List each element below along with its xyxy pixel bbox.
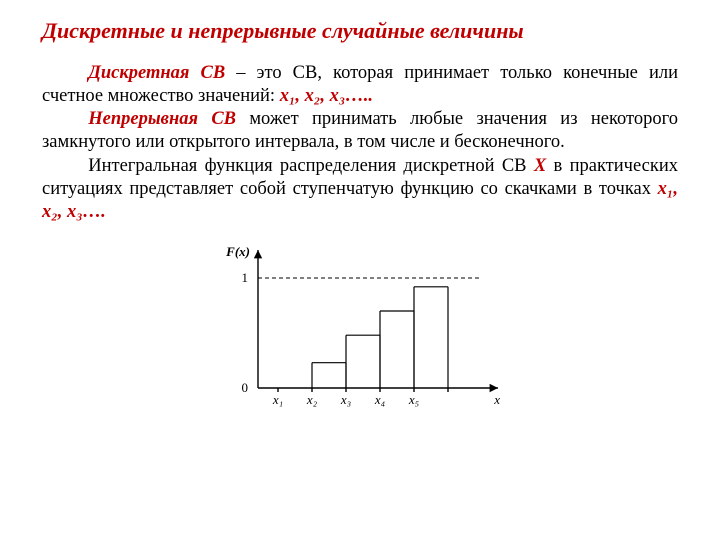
svg-text:x₁: x₁ — [272, 392, 283, 407]
svg-text:F(x): F(x) — [225, 244, 250, 259]
para-discrete: Дискретная СВ – это СВ, которая принимае… — [42, 62, 678, 108]
svg-text:x₅: x₅ — [408, 392, 419, 407]
chart-container: 0 1 F(x) x x₁ x₂ x₃ x₄ x₅ — [42, 240, 678, 420]
para-continuous: Непрерывная СВ может принимать любые зна… — [42, 108, 678, 154]
p3-x: X — [534, 156, 546, 176]
para-integral: Интегральная функция распределения дискр… — [42, 155, 678, 224]
svg-text:x₂: x₂ — [306, 392, 318, 407]
svg-text:0: 0 — [242, 380, 249, 395]
term-discrete: Дискретная СВ — [88, 63, 225, 83]
svg-text:1: 1 — [242, 270, 249, 285]
p1-vars: x₁, x₂, x₃….. — [280, 86, 373, 106]
p3-text-a: Интегральная функция распределения дискр… — [88, 156, 534, 176]
page-title: Дискретные и непрерывные случайные велич… — [42, 18, 678, 44]
term-continuous: Непрерывная СВ — [88, 109, 236, 129]
svg-text:x₃: x₃ — [340, 392, 351, 407]
step-cdf-chart: 0 1 F(x) x x₁ x₂ x₃ x₄ x₅ — [210, 240, 510, 420]
svg-text:x: x — [493, 392, 500, 407]
svg-text:x₄: x₄ — [374, 392, 386, 407]
